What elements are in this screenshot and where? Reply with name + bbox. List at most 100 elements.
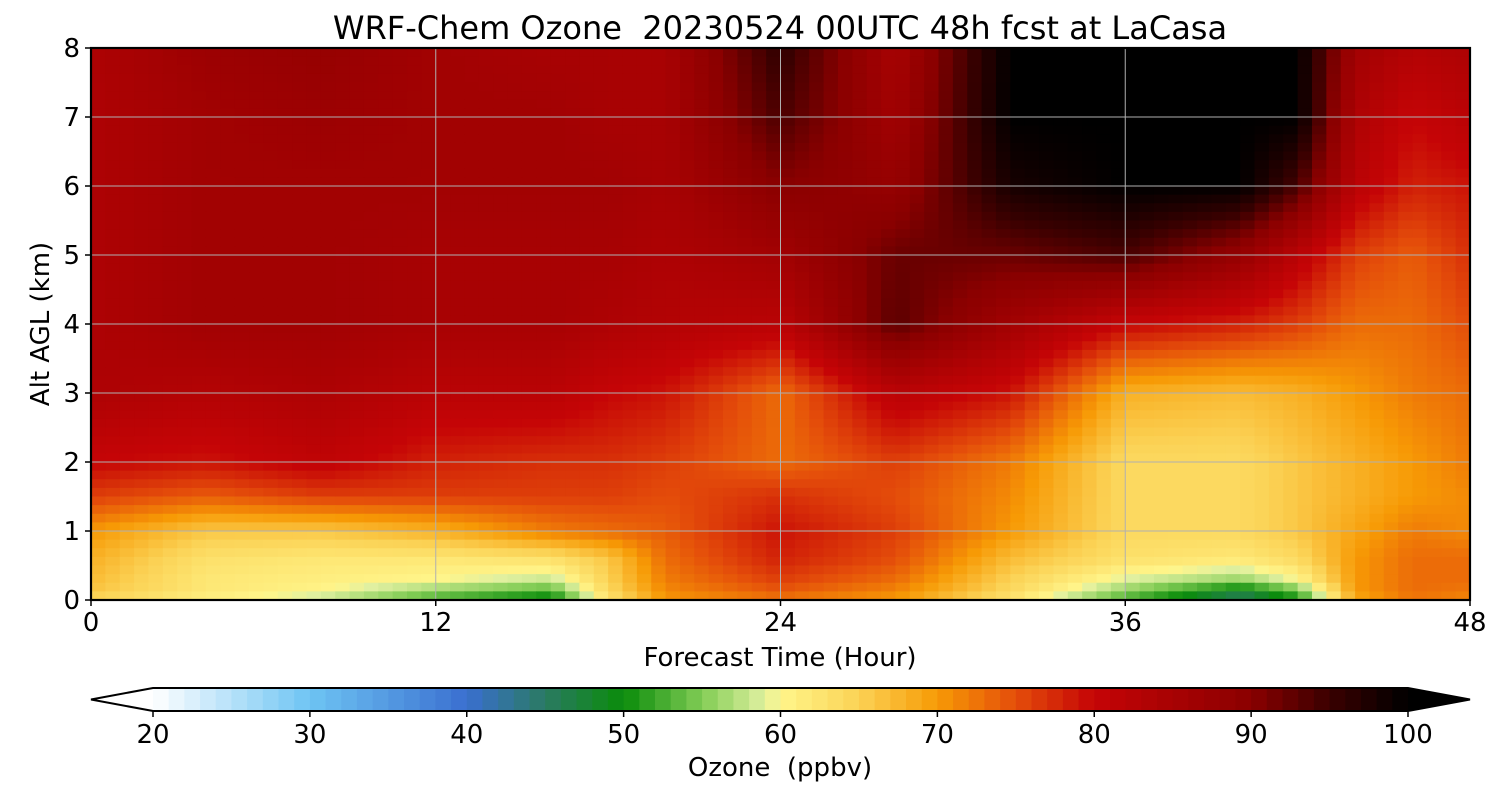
heatmap-cell [1283, 470, 1299, 480]
heatmap-cell [1326, 194, 1342, 204]
heatmap-cell [320, 341, 336, 351]
heatmap-cell [292, 332, 308, 342]
heatmap-cell [1024, 108, 1040, 118]
heatmap-cell [737, 427, 753, 437]
heatmap-cell [1441, 436, 1457, 446]
heatmap-cell [837, 65, 853, 75]
heatmap-cell [924, 255, 940, 265]
heatmap-cell [837, 358, 853, 368]
heatmap-cell [1110, 418, 1126, 429]
heatmap-cell [608, 168, 624, 178]
heatmap-cell [1211, 186, 1227, 196]
heatmap-cell [1311, 91, 1327, 101]
heatmap-cell [593, 280, 609, 291]
heatmap-cell [1398, 401, 1414, 411]
heatmap-cell [1311, 65, 1327, 75]
heatmap-cell [1125, 453, 1141, 463]
heatmap-cell [1082, 117, 1098, 127]
heatmap-cell [952, 418, 968, 429]
heatmap-cell [249, 177, 264, 187]
heatmap-cell [1311, 470, 1327, 480]
heatmap-cell [1225, 65, 1241, 75]
heatmap-cell [292, 436, 308, 446]
heatmap-cell [1168, 73, 1184, 84]
heatmap-cell [421, 82, 437, 92]
heatmap-cell [1225, 108, 1241, 118]
heatmap-cell [162, 82, 178, 92]
heatmap-cell [1412, 280, 1428, 291]
heatmap-cell [148, 91, 164, 101]
heatmap-cell [737, 194, 753, 204]
heatmap-cell [493, 453, 509, 463]
heatmap-cell [205, 125, 221, 135]
heatmap-cell [766, 358, 782, 368]
heatmap-cell [1039, 315, 1055, 325]
heatmap-cell [1383, 56, 1399, 66]
heatmap-cell [1297, 436, 1313, 446]
heatmap-cell [277, 48, 293, 58]
heatmap-cell [234, 117, 250, 127]
heatmap-cell [1096, 151, 1112, 161]
heatmap-cell [852, 82, 868, 92]
heatmap-cell [1225, 186, 1241, 196]
heatmap-cell [378, 203, 394, 213]
heatmap-cell [665, 65, 681, 75]
heatmap-cell [1297, 151, 1313, 161]
heatmap-cell [521, 280, 537, 291]
heatmap-cell [234, 470, 250, 480]
heatmap-cell [1355, 99, 1371, 109]
heatmap-cell [306, 203, 322, 213]
heatmap-cell [651, 384, 667, 394]
heatmap-cell [1355, 298, 1371, 308]
heatmap-cell [1153, 272, 1169, 282]
heatmap-cell [392, 306, 408, 316]
heatmap-cell [995, 384, 1011, 394]
heatmap-cell [909, 255, 925, 265]
heatmap-cell [1125, 142, 1141, 153]
heatmap-cell [679, 237, 695, 247]
heatmap-cell [895, 358, 911, 368]
heatmap-cell [1110, 487, 1126, 498]
heatmap-cell [191, 125, 207, 135]
heatmap-cell [866, 444, 882, 454]
heatmap-cell [421, 108, 437, 118]
heatmap-cell [1240, 375, 1256, 385]
heatmap-cell [349, 263, 365, 273]
heatmap-cell [421, 48, 437, 58]
heatmap-cell [1398, 393, 1414, 403]
heatmap-cell [1096, 237, 1112, 247]
heatmap-cell [909, 487, 925, 498]
heatmap-cell [636, 462, 652, 472]
heatmap-cell [435, 160, 451, 170]
heatmap-cell [1355, 194, 1371, 204]
heatmap-cell [679, 177, 695, 187]
heatmap-cell [1197, 237, 1213, 247]
heatmap-cell [349, 160, 365, 170]
heatmap-cell [895, 229, 911, 239]
heatmap-cell [1340, 108, 1356, 118]
heatmap-cell [1168, 427, 1184, 437]
heatmap-cell [1441, 324, 1457, 334]
heatmap-cell [493, 125, 509, 135]
heatmap-cell [1383, 298, 1399, 308]
heatmap-cell [421, 194, 437, 204]
heatmap-cell [981, 332, 997, 342]
heatmap-cell [1053, 160, 1069, 170]
heatmap-cell [1326, 341, 1342, 351]
heatmap-cell [521, 479, 537, 489]
heatmap-cell [1053, 48, 1069, 58]
heatmap-cell [1139, 453, 1155, 463]
heatmap-cell [234, 444, 250, 454]
heatmap-cell [751, 332, 767, 342]
heatmap-cell [881, 272, 897, 282]
heatmap-cell [780, 255, 796, 265]
heatmap-cell [1053, 418, 1069, 429]
heatmap-cell [1211, 263, 1227, 273]
heatmap-cell [1110, 142, 1126, 153]
heatmap-cell [1441, 108, 1457, 118]
heatmap-cell [737, 211, 753, 222]
heatmap-cell [521, 211, 537, 222]
heatmap-cell [407, 306, 422, 316]
heatmap-cell [1153, 470, 1169, 480]
heatmap-cell [1067, 73, 1083, 84]
